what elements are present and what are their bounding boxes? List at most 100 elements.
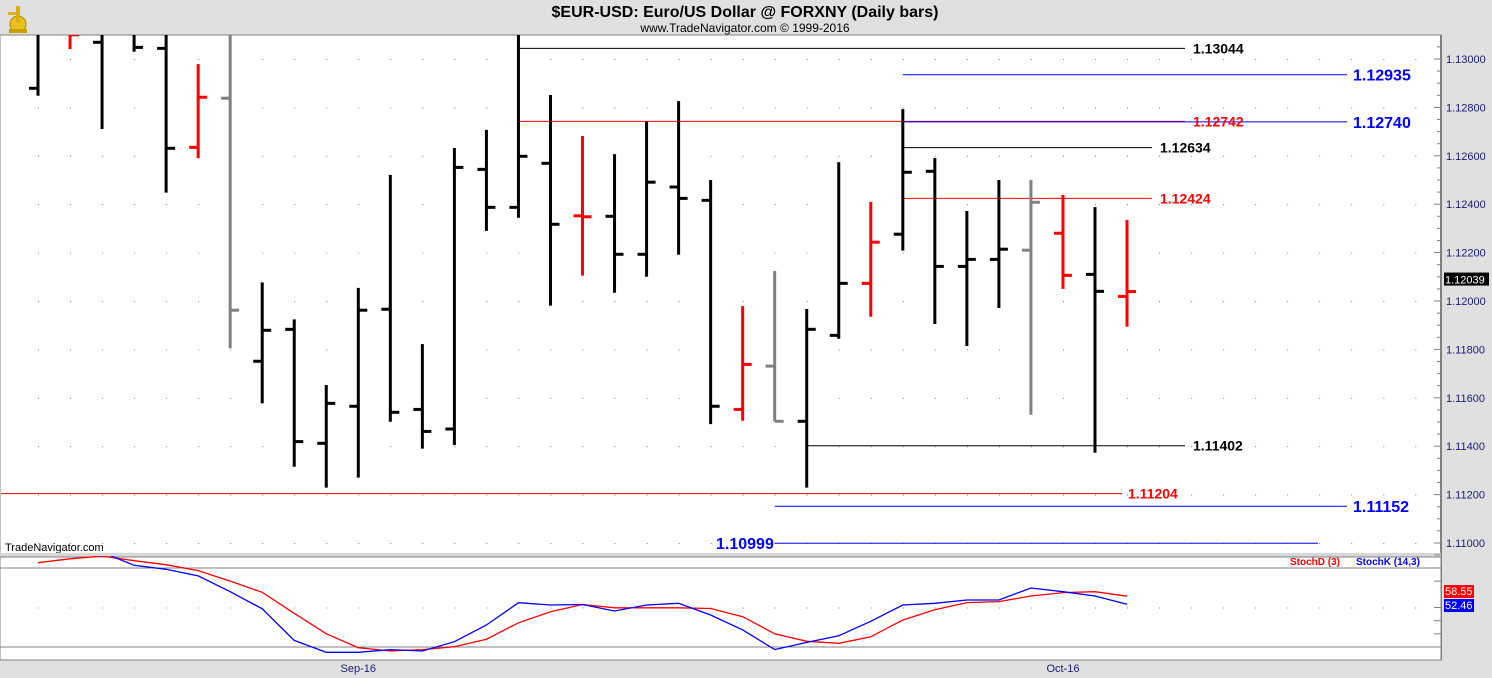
grid-dot <box>1159 204 1160 206</box>
grid-dot <box>1159 301 1160 302</box>
last-price-box <box>1444 272 1489 286</box>
grid-dot <box>102 397 104 399</box>
grid-dot <box>230 349 232 351</box>
grid-dot <box>1351 446 1353 448</box>
grid-dot <box>390 607 392 609</box>
grid-dot <box>1287 446 1289 448</box>
grid-dot <box>902 349 904 351</box>
level-label: 1.13044 <box>1193 40 1244 56</box>
grid-dot <box>1415 494 1417 496</box>
grid-dot <box>422 543 424 544</box>
grid-dot <box>870 397 872 399</box>
grid-dot <box>1351 397 1353 399</box>
grid-dot <box>1383 494 1385 496</box>
grid-dot <box>102 155 104 157</box>
grid-dot <box>1127 446 1128 448</box>
grid-dot <box>646 494 648 496</box>
grid-dot <box>70 107 71 109</box>
grid-dot <box>102 494 104 496</box>
grid-dot <box>198 543 200 544</box>
grid-dot <box>966 59 968 60</box>
grid-dot <box>518 494 520 496</box>
grid-dot <box>902 107 904 109</box>
stochastic-pane[interactable] <box>0 556 1442 661</box>
grid-dot <box>710 155 712 157</box>
grid-dot <box>1287 59 1289 60</box>
grid-dot <box>710 59 712 60</box>
grid-dot <box>1319 349 1321 351</box>
grid-dot <box>678 397 680 399</box>
grid-dot <box>1159 349 1160 351</box>
price-axis[interactable]: 1.13000 1.12800 1.12600 1.12400 1.12200 1.120… <box>1434 46 1489 550</box>
grid-dot <box>166 397 168 399</box>
grid-dot <box>1383 349 1385 351</box>
grid-dot <box>262 543 264 544</box>
grid-dot <box>998 107 1000 109</box>
grid-dot <box>1063 397 1064 399</box>
pane-separator[interactable] <box>0 553 1441 557</box>
grid-dot <box>838 397 840 399</box>
grid-dot <box>294 543 296 544</box>
grid-dot <box>934 446 936 448</box>
grid-dot <box>1415 59 1417 60</box>
grid-dot <box>1351 494 1353 496</box>
grid-dot <box>294 301 296 302</box>
grid-dot <box>1095 494 1096 496</box>
ohlc-bar <box>989 180 1008 309</box>
grid-dot <box>646 543 648 544</box>
ohlc-bar <box>221 35 240 349</box>
grid-dot <box>294 252 296 254</box>
grid-dot <box>902 252 904 254</box>
grid-dot <box>1127 607 1128 609</box>
grid-dot <box>1351 155 1353 157</box>
ohlc-bar <box>509 35 528 218</box>
grid-dot <box>550 59 552 60</box>
grid-dot <box>934 349 936 351</box>
grid-dot <box>326 607 328 609</box>
grid-dot <box>550 349 552 351</box>
grid-dot <box>902 59 904 60</box>
grid-dot <box>134 252 136 254</box>
y-tick-label: 1.12400 <box>1446 199 1486 211</box>
level-label: 1.11204 <box>1128 486 1178 502</box>
grid-dot <box>966 204 968 206</box>
grid-dot <box>582 59 584 60</box>
grid-dot <box>198 607 200 609</box>
grid-dot <box>614 301 616 302</box>
grid-dot <box>102 301 104 302</box>
grid-dot <box>774 494 776 496</box>
ohlc-bars <box>29 35 1137 488</box>
grid-dot <box>1223 59 1225 60</box>
grid-dot <box>1287 204 1289 206</box>
ohlc-bar <box>637 121 656 277</box>
grid-dot <box>326 349 328 351</box>
chart-subtitle: www.TradeNavigator.com © 1999-2016 <box>639 21 849 35</box>
stoch-lines <box>37 556 1128 653</box>
grid-dot <box>838 349 840 351</box>
level-lines <box>1 47 1347 544</box>
grid-dot <box>1319 446 1321 448</box>
grid-dot <box>646 349 648 351</box>
grid-dot <box>454 494 456 496</box>
grid-dot <box>326 543 328 544</box>
grid-dot <box>486 59 488 60</box>
level-label: 1.12634 <box>1160 140 1211 156</box>
grid-dot <box>902 397 904 399</box>
level-label: 1.12740 <box>1353 115 1411 132</box>
grid-dot <box>294 494 296 496</box>
grid-dot <box>1030 607 1032 609</box>
grid-dot <box>582 494 584 496</box>
grid-dot <box>70 252 71 254</box>
grid-dot <box>646 301 648 302</box>
grid-dot <box>966 397 968 399</box>
grid-dot <box>486 446 488 448</box>
grid-dot <box>326 252 328 254</box>
ohlc-bar <box>1118 219 1137 327</box>
grid-dot <box>582 446 584 448</box>
grid-dot <box>1223 252 1225 254</box>
grid-dot <box>966 446 968 448</box>
grid-dot <box>198 204 200 206</box>
ohlc-bar <box>573 135 592 276</box>
grid-dot <box>1255 446 1257 448</box>
grid-dot <box>230 494 232 496</box>
